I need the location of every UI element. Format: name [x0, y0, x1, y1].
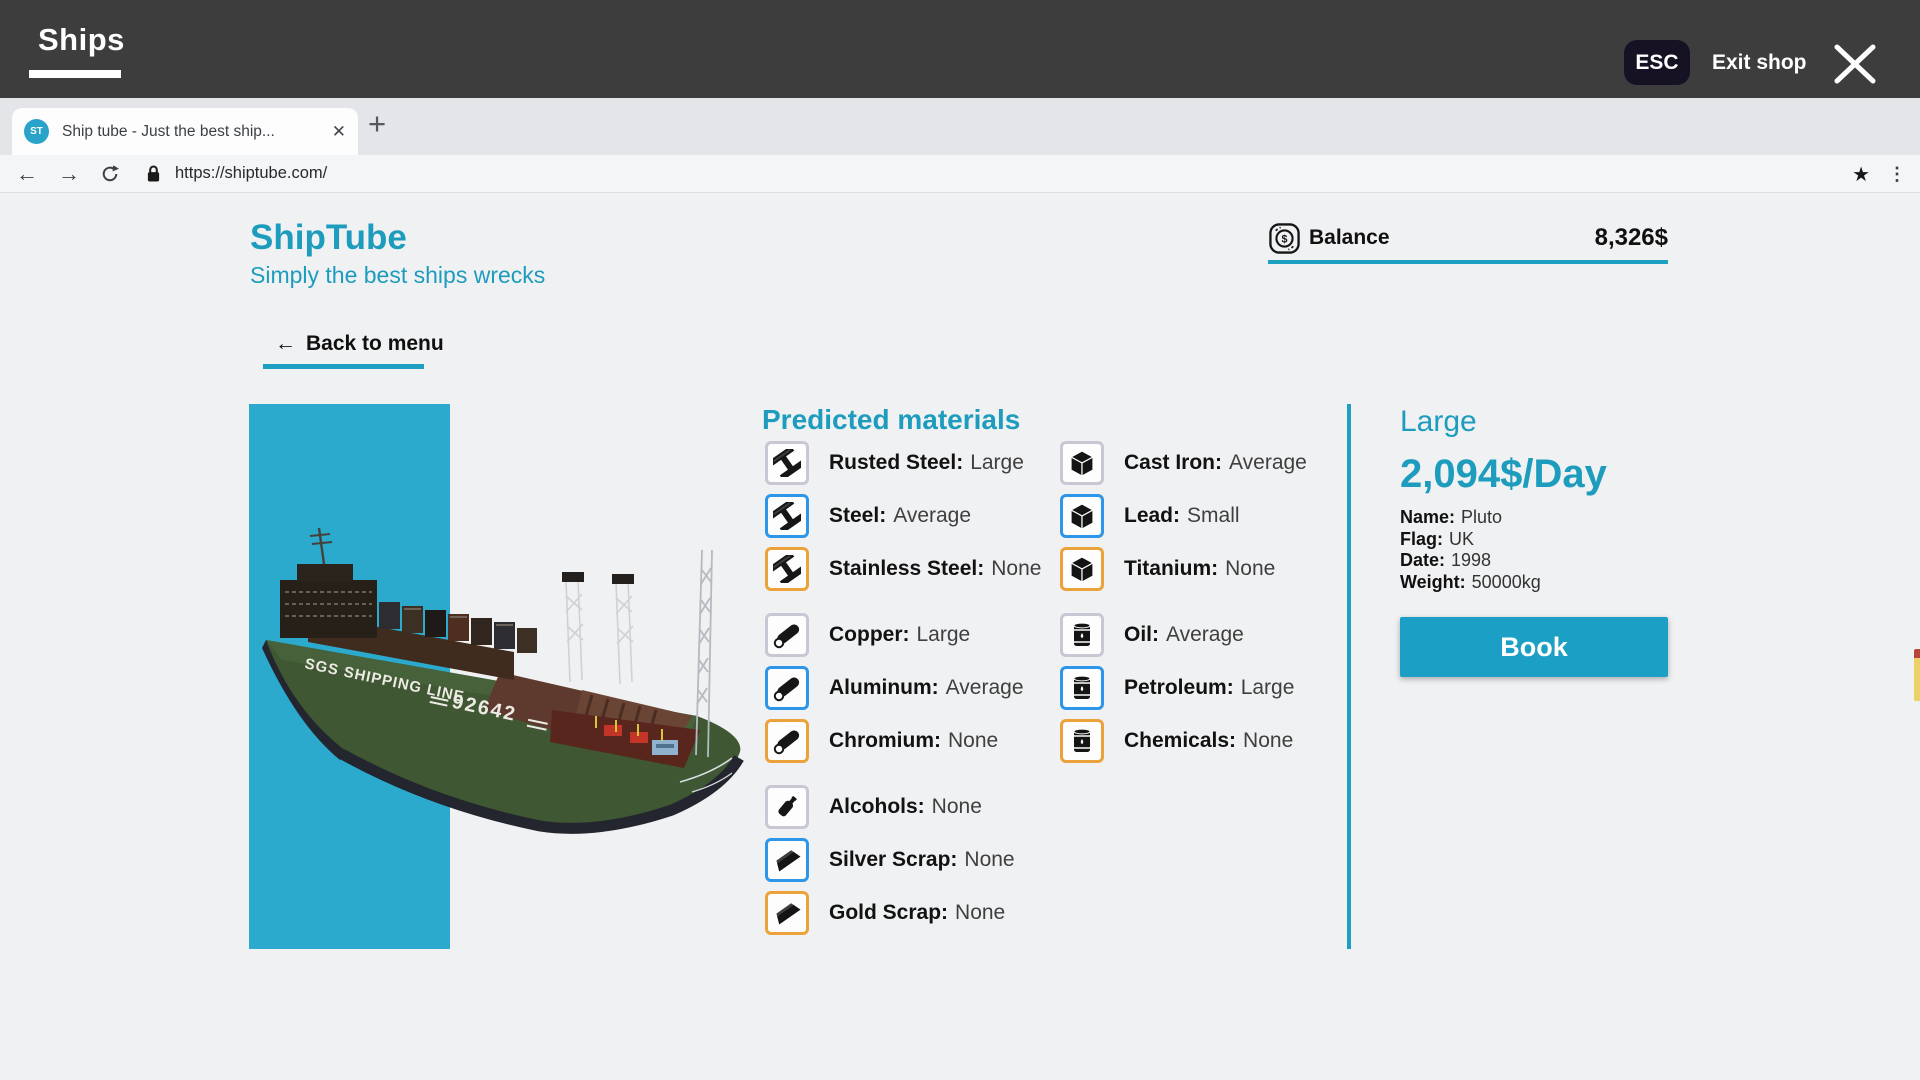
material-row-silver-scrap: Silver Scrap: None: [765, 838, 1235, 882]
rod-icon: [765, 613, 809, 657]
lock-icon: [147, 165, 160, 182]
balance-underline: [1268, 260, 1668, 264]
barrel-icon: [1060, 666, 1104, 710]
material-row-gold-scrap: Gold Scrap: None: [765, 891, 1235, 935]
balance-value: 8,326$: [1594, 224, 1668, 251]
tab-title: Ship tube - Just the best ship...: [62, 122, 275, 140]
svg-text:$: $: [1282, 233, 1288, 245]
browser-tabstrip: ST Ship tube - Just the best ship... ✕ +: [0, 98, 1920, 155]
edge-peek-item: [1914, 649, 1920, 701]
esc-button[interactable]: ESC: [1624, 40, 1690, 85]
ship-image: SGS SHIPPING LINE 92642: [262, 527, 744, 834]
browser-tab[interactable]: ST Ship tube - Just the best ship... ✕: [12, 108, 358, 155]
site-title: ShipTube: [250, 218, 407, 257]
ibeam-icon: [765, 547, 809, 591]
bottle-icon: [765, 785, 809, 829]
rod-icon: [765, 666, 809, 710]
offer-size: Large: [1400, 405, 1477, 438]
offer-price: 2,094$/Day: [1400, 452, 1607, 496]
material-row-chromium: Chromium: None: [765, 719, 1235, 763]
close-icon[interactable]: [1832, 43, 1878, 85]
material-row-chemicals: Chemicals: None: [1060, 719, 1530, 763]
back-to-menu-label: Back to menu: [306, 332, 444, 355]
predicted-materials-heading: Predicted materials: [762, 404, 1021, 435]
browser-toolbar: ← → https://shiptube.com/ ★ ⋮: [0, 155, 1920, 193]
material-row-stainless-steel: Stainless Steel: None: [765, 547, 1235, 591]
tab-close-icon[interactable]: ✕: [331, 121, 346, 141]
material-row-petroleum: Petroleum: Large: [1060, 666, 1530, 710]
detail-flag: Flag: UK: [1400, 528, 1475, 549]
material-row-aluminum: Aluminum: Average: [765, 666, 1235, 710]
back-to-menu-underline: [263, 364, 424, 369]
forward-icon[interactable]: →: [58, 160, 80, 186]
page-title-underline: [29, 70, 121, 78]
back-arrow-icon: ←: [275, 332, 296, 355]
cube-icon: [1060, 494, 1104, 538]
barrel-icon: [1060, 719, 1104, 763]
rod-icon: [765, 719, 809, 763]
url-field[interactable]: https://shiptube.com/: [175, 164, 328, 182]
material-row-copper: Copper: Large: [765, 613, 1235, 657]
materials-column-left: Rusted Steel: Large Steel: Average Stainle…: [765, 441, 1235, 957]
material-row-rusted-steel: Rusted Steel: Large: [765, 441, 1235, 485]
ingot-icon: [765, 838, 809, 882]
book-button[interactable]: Book: [1400, 617, 1668, 677]
balance: $ Balance 8,326$: [1268, 219, 1668, 257]
tab-favicon: ST: [24, 119, 49, 144]
detail-date: Date: 1998: [1400, 550, 1492, 570]
material-row-lead: Lead: Small: [1060, 494, 1530, 538]
material-row-steel: Steel: Average: [765, 494, 1235, 538]
bookmark-star-icon[interactable]: ★: [1852, 163, 1870, 186]
vertical-divider: [1347, 404, 1351, 949]
material-row-titanium: Titanium: None: [1060, 547, 1530, 591]
ingot-icon: [765, 891, 809, 935]
refresh-icon[interactable]: [100, 164, 120, 184]
site-tagline: Simply the best ships wrecks: [250, 262, 546, 288]
cube-icon: [1060, 547, 1104, 591]
offer-details: Name: Pluto Flag: UK Date: 1998 Weight: 5000…: [1400, 507, 1541, 593]
ibeam-icon: [765, 441, 809, 485]
detail-weight: Weight: 50000kg: [1400, 571, 1541, 592]
detail-name: Name: Pluto: [1400, 507, 1503, 527]
back-icon[interactable]: ←: [16, 160, 38, 186]
page-title: Ships: [38, 22, 125, 57]
menu-dots-icon[interactable]: ⋮: [1888, 163, 1906, 184]
material-row-cast-iron: Cast Iron: Average: [1060, 441, 1530, 485]
coin-icon: $: [1269, 222, 1300, 254]
game-topbar: Ships ESC Exit shop: [0, 0, 1920, 98]
exit-shop-button[interactable]: Exit shop: [1712, 51, 1807, 74]
barrel-icon: [1060, 613, 1104, 657]
balance-label: Balance: [1309, 226, 1390, 249]
cube-icon: [1060, 441, 1104, 485]
material-row-oil: Oil: Average: [1060, 613, 1530, 657]
material-row-alcohols: Alcohols: None: [765, 785, 1235, 829]
ibeam-icon: [765, 494, 809, 538]
back-to-menu-button[interactable]: ← Back to menu: [263, 332, 444, 369]
materials-column-right: Cast Iron: Average Lead: Small Titanium: No…: [1060, 441, 1530, 785]
new-tab-button[interactable]: +: [368, 106, 387, 141]
